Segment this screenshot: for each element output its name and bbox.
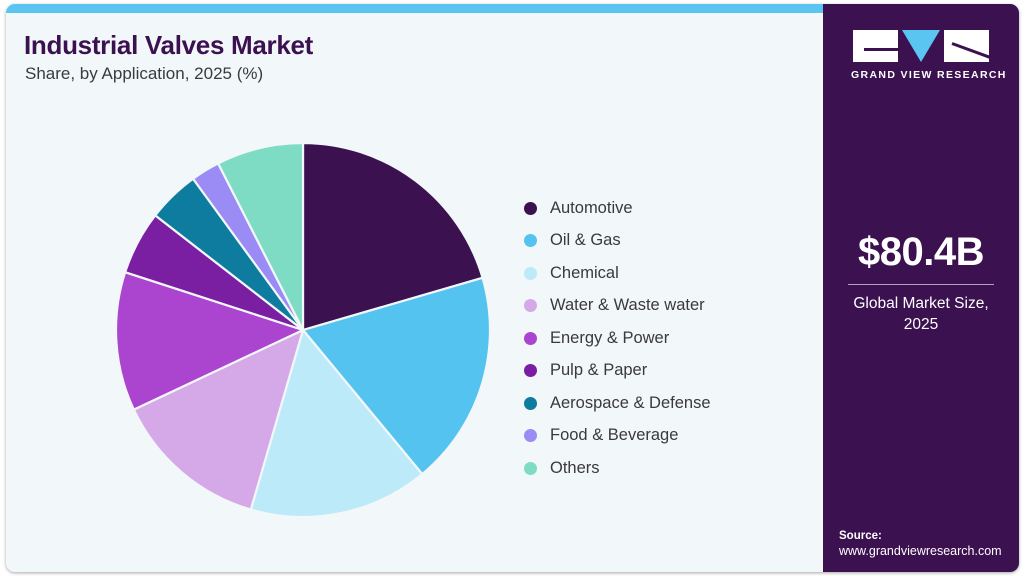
legend-label: Aerospace & Defense (550, 393, 711, 412)
legend-swatch-icon (524, 364, 537, 378)
legend-swatch-icon (524, 396, 537, 410)
legend-label: Others (550, 458, 600, 477)
market-size-label: Global Market Size, 2025 (853, 295, 989, 333)
legend-label: Energy & Power (550, 328, 670, 347)
legend-label: Pulp & Paper (550, 361, 648, 380)
pie-slice-water-waste-water (132, 328, 305, 511)
legend-label: Water & Waste water (550, 296, 705, 315)
legend-item-automotive[interactable]: Automotive (524, 192, 711, 225)
legend-label: Chemical (550, 263, 619, 282)
legend-label: Automotive (550, 198, 633, 217)
legend-swatch-icon (524, 429, 537, 443)
legend-item-food-beverage[interactable]: Food & Beverage (524, 420, 711, 453)
chart-legend: Automotive Oil & Gas Chemical Water & Waste… (524, 192, 711, 485)
grand-view-research-logo: GRAND VIEW RESEARCH (851, 30, 1007, 81)
pie-slice-automotive (301, 141, 484, 332)
legend-swatch-icon (524, 266, 537, 280)
legend-swatch-icon (524, 234, 537, 248)
pie-slice-chemical (249, 328, 424, 519)
legend-swatch-icon (524, 299, 537, 313)
legend-swatch-icon (524, 461, 537, 475)
market-size-value: $80.4B (858, 230, 984, 274)
logo-r-icon (944, 30, 989, 62)
pie-slice-others (217, 141, 305, 332)
legend-swatch-icon (524, 201, 537, 215)
top-accent-bar (6, 4, 1019, 13)
page-subtitle: Share, by Application, 2025 (%) (25, 64, 264, 83)
source-title: Source: (839, 530, 882, 542)
legend-item-oil-gas[interactable]: Oil & Gas (524, 225, 711, 258)
source-block: Source: www.grandviewresearch.com (839, 530, 1019, 558)
pie-slice-oil-gas (301, 276, 492, 476)
legend-item-energy-power[interactable]: Energy & Power (524, 322, 711, 355)
market-size-stat: $80.4B Global Market Size, 2025 (823, 232, 1019, 336)
legend-label: Oil & Gas (550, 231, 621, 250)
legend-swatch-icon (524, 331, 537, 345)
legend-item-water-waste-water[interactable]: Water & Waste water (524, 290, 711, 323)
infographic-card: Industrial Valves Market Share, by Appli… (6, 4, 1019, 572)
brand-pane: GRAND VIEW RESEARCH $80.4B Global Market… (823, 4, 1019, 572)
logo-wordmark: GRAND VIEW RESEARCH (851, 69, 1007, 81)
logo-v-triangle-icon (902, 30, 940, 62)
legend-label: Food & Beverage (550, 426, 679, 445)
source-url: www.grandviewresearch.com (839, 544, 1002, 558)
chart-pane: Industrial Valves Market Share, by Appli… (6, 13, 823, 572)
legend-item-chemical[interactable]: Chemical (524, 257, 711, 290)
logo-g-icon (853, 30, 898, 62)
stat-divider (848, 284, 994, 285)
page-title: Industrial Valves Market (24, 30, 314, 60)
pie-chart-svg (114, 141, 492, 519)
legend-item-pulp-paper[interactable]: Pulp & Paper (524, 355, 711, 388)
pie-slice-energy-power (114, 271, 305, 411)
pie-chart (108, 135, 498, 525)
legend-item-others[interactable]: Others (524, 452, 711, 485)
legend-item-aerospace-defense[interactable]: Aerospace & Defense (524, 387, 711, 420)
logo-glyph-row (851, 30, 991, 62)
